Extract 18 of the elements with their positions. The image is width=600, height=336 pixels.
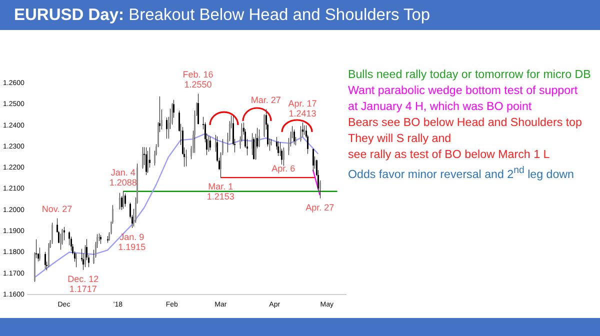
- text: Want parabolic wedge bottom test of support: [348, 83, 579, 99]
- annotation: Mar. 27: [250, 95, 281, 106]
- annotation: Apr. 27: [306, 202, 334, 212]
- text: see rally as test of BO below March 1 L: [348, 147, 551, 163]
- annotation: Jan. 4 1.2088: [109, 167, 137, 188]
- text: Odds favor minor reversal and 2$^{nd}$ leg down: [348, 164, 575, 183]
- text: at January 4 H, which was BO point: [348, 99, 533, 115]
- text: Bulls need rally today or tomorrow for micro DB: [348, 67, 591, 83]
- annotation: Apr. 17 1.2413: [288, 98, 317, 119]
- text: They will S rally and: [348, 131, 452, 147]
- annotation: Feb. 16 1.2550: [182, 70, 214, 90]
- annotation: Dec. 12 1.1717: [68, 274, 99, 294]
- chart-title: EURUSD Day: Breakout Below Head and Shoulders Top: [0, 0, 600, 30]
- annotation: Nov. 27: [42, 204, 72, 214]
- annotation: Mar. 1 1.2153: [206, 182, 234, 202]
- annotation: Jan. 9 1.1915: [118, 232, 146, 252]
- annotation: Apr. 6: [272, 164, 296, 174]
- text: Bears see BO below Head and Shoulders top: [348, 115, 583, 131]
